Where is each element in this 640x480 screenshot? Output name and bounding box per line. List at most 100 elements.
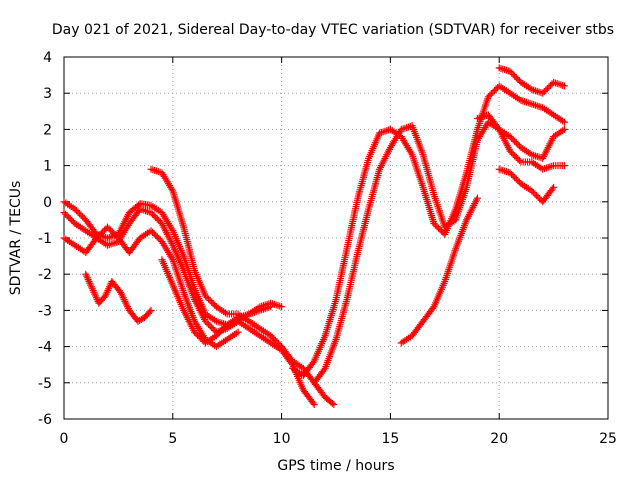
data-point — [489, 88, 497, 96]
data-point — [109, 239, 117, 247]
data-point — [147, 306, 155, 314]
data-point — [152, 213, 160, 221]
data-point — [155, 216, 163, 224]
data-point — [548, 185, 556, 193]
data-point — [514, 140, 522, 148]
data-point — [403, 124, 411, 132]
y-tick-label: -4 — [38, 340, 52, 356]
data-point — [234, 328, 242, 336]
data-point — [512, 139, 520, 147]
y-axis-label: SDTVAR / TECUs — [8, 181, 24, 296]
data-point — [508, 149, 516, 157]
data-point — [267, 332, 275, 340]
data-point — [270, 335, 278, 343]
series-5 — [147, 165, 338, 409]
data-point — [499, 166, 507, 174]
axis-ticks — [63, 56, 609, 420]
data-point — [72, 207, 80, 215]
data-point — [71, 205, 79, 213]
data-point — [522, 98, 530, 106]
data-point — [60, 209, 68, 217]
data-point — [497, 64, 505, 72]
data-point — [140, 206, 148, 214]
data-point — [548, 162, 556, 170]
data-point — [272, 301, 280, 309]
data-point — [501, 66, 509, 74]
x-tick-label: 20 — [490, 431, 508, 447]
data-point — [553, 80, 561, 88]
y-tick-label: -6 — [38, 412, 52, 428]
data-point — [201, 292, 209, 300]
data-point — [509, 150, 517, 158]
y-tick-label: 4 — [43, 50, 52, 66]
data-point — [436, 226, 444, 234]
data-point — [509, 136, 517, 144]
data-point — [491, 87, 499, 95]
data-point — [529, 188, 537, 196]
data-point — [560, 82, 568, 90]
data-point — [438, 227, 446, 235]
data-point — [530, 101, 538, 109]
data-point — [435, 224, 443, 232]
data-point — [487, 90, 495, 98]
y-tick-label: -5 — [38, 376, 52, 392]
series-12 — [473, 111, 568, 162]
data-point — [539, 89, 547, 97]
data-point — [203, 293, 211, 301]
data-point — [541, 165, 549, 173]
data-point — [533, 102, 541, 110]
data-point — [215, 329, 223, 337]
data-point — [560, 125, 568, 133]
data-points — [60, 64, 568, 409]
data-point — [499, 65, 507, 73]
data-point — [94, 232, 102, 240]
data-point — [528, 100, 536, 108]
data-point — [153, 215, 161, 223]
series-7 — [288, 82, 568, 380]
data-point — [278, 303, 286, 311]
data-point — [152, 231, 160, 239]
data-point — [511, 72, 519, 80]
series-10 — [495, 165, 558, 206]
data-point — [68, 216, 76, 224]
data-point — [533, 87, 541, 95]
y-tick-label: 1 — [43, 159, 52, 175]
data-point — [528, 187, 536, 195]
data-point — [546, 163, 554, 171]
data-point — [524, 99, 532, 107]
data-point — [534, 193, 542, 201]
data-point — [310, 401, 318, 409]
data-point — [543, 85, 551, 93]
data-point — [542, 86, 550, 94]
x-tick-label: 5 — [168, 431, 177, 447]
data-point — [515, 156, 523, 164]
data-point — [431, 221, 439, 229]
data-point — [149, 210, 157, 218]
series-8 — [310, 118, 568, 387]
data-point — [151, 166, 159, 174]
data-point — [506, 169, 514, 177]
data-point — [546, 81, 554, 89]
data-point — [147, 209, 155, 217]
data-point — [509, 172, 517, 180]
data-point — [63, 212, 71, 220]
series-3 — [60, 223, 242, 351]
data-point — [212, 332, 220, 340]
data-point — [65, 213, 73, 221]
data-point — [99, 228, 107, 236]
data-point — [104, 223, 112, 231]
data-point — [97, 229, 105, 237]
data-point — [429, 304, 437, 312]
data-point — [555, 80, 563, 88]
data-point — [495, 64, 503, 72]
data-point — [155, 235, 163, 243]
data-point — [137, 315, 145, 323]
data-point — [107, 240, 115, 248]
data-point — [514, 177, 522, 185]
y-tick-label: 0 — [43, 195, 52, 211]
data-point — [268, 333, 276, 341]
y-tick-label: 3 — [43, 86, 52, 102]
data-point — [205, 320, 213, 328]
series-2 — [60, 205, 286, 336]
data-point — [96, 231, 104, 239]
